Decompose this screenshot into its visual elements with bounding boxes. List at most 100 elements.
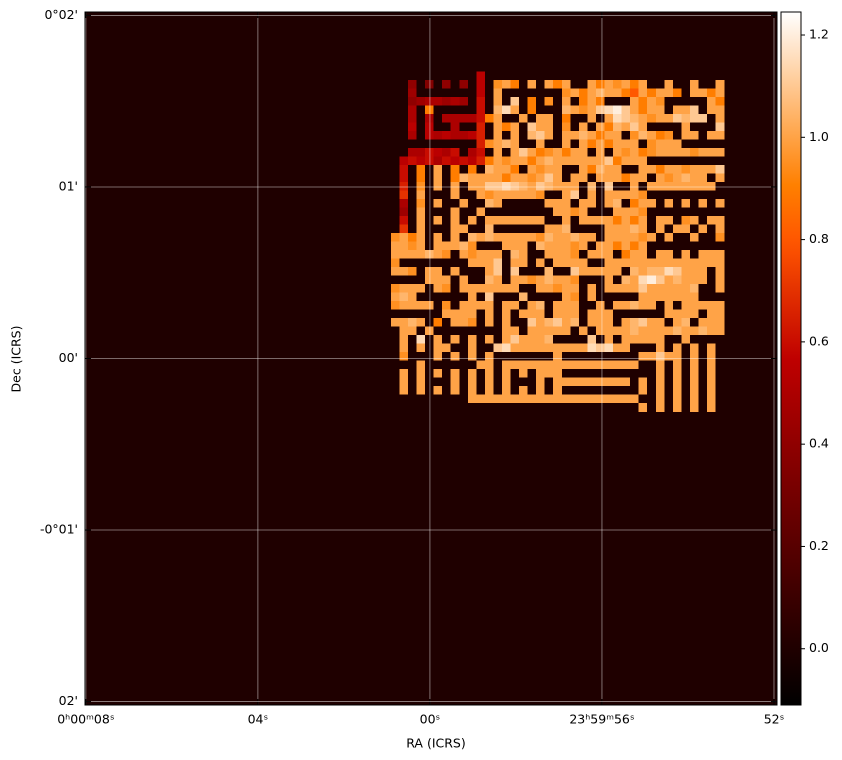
pixel <box>578 386 588 395</box>
pixel <box>587 377 597 387</box>
pixel <box>638 156 648 166</box>
pixel <box>416 326 426 336</box>
pixel <box>595 258 605 268</box>
pixel <box>390 207 400 217</box>
pixel <box>604 403 614 412</box>
pixel <box>561 369 571 378</box>
pixel <box>647 326 657 336</box>
pixel <box>408 148 417 157</box>
pixel <box>519 88 529 98</box>
pixel <box>638 284 648 293</box>
pixel <box>442 114 452 123</box>
pixel <box>681 267 691 276</box>
pixel <box>595 165 605 174</box>
pixel <box>621 148 631 157</box>
pixel <box>536 156 546 166</box>
pixel <box>638 139 648 149</box>
pixel <box>399 241 409 251</box>
pixel <box>715 122 725 132</box>
pixel <box>544 216 554 225</box>
pixel <box>638 122 648 132</box>
pixel <box>621 173 631 183</box>
pixel <box>467 80 477 89</box>
pixel <box>604 369 614 378</box>
pixel <box>519 165 529 174</box>
pixel <box>416 318 426 327</box>
pixel <box>408 139 417 149</box>
pixel <box>399 352 409 361</box>
pixel <box>501 122 511 132</box>
pixel <box>621 216 631 225</box>
pixel <box>416 386 426 395</box>
pixel <box>570 258 580 268</box>
pixel <box>408 105 417 115</box>
pixel <box>399 335 409 344</box>
pixel <box>630 326 640 336</box>
pixel <box>570 114 580 123</box>
pixel <box>604 318 614 327</box>
pixel <box>672 386 682 395</box>
pixel <box>647 233 657 242</box>
pixel <box>707 335 716 344</box>
pixel <box>587 224 597 234</box>
pixel <box>399 105 409 115</box>
pixel <box>484 156 494 166</box>
pixel <box>484 258 494 268</box>
pixel <box>561 292 571 302</box>
pixel <box>681 292 691 302</box>
pixel <box>689 301 699 310</box>
pixel <box>715 258 725 268</box>
pixel <box>493 258 503 268</box>
pixel <box>604 173 614 183</box>
pixel <box>630 377 640 387</box>
pixel <box>638 369 648 378</box>
pixel <box>613 131 622 140</box>
pixel <box>664 360 674 370</box>
pixel <box>672 343 682 353</box>
pixel <box>561 394 571 404</box>
pixel <box>476 207 486 217</box>
pixel <box>613 352 622 361</box>
pixel <box>621 369 631 378</box>
pixel <box>527 182 537 191</box>
pixel <box>476 301 486 310</box>
pixel <box>476 190 486 200</box>
pixel <box>604 309 614 319</box>
pixel <box>613 394 622 404</box>
pixel <box>484 360 494 370</box>
pixel <box>587 190 597 200</box>
pixel <box>527 80 537 89</box>
pixel <box>484 216 494 225</box>
pixel <box>501 105 511 115</box>
pixel <box>416 275 426 285</box>
pixel <box>527 105 537 115</box>
pixel <box>527 275 537 285</box>
pixel <box>476 369 486 378</box>
pixel <box>647 386 657 395</box>
pixel <box>638 71 648 81</box>
pixel <box>621 80 631 89</box>
pixel <box>493 335 503 344</box>
pixel <box>433 343 443 353</box>
pixel <box>450 403 460 412</box>
pixel <box>467 97 477 106</box>
pixel <box>604 267 614 276</box>
pixel <box>527 131 537 140</box>
pixel <box>408 309 417 319</box>
pixel <box>493 224 503 234</box>
pixel <box>672 71 682 81</box>
pixel <box>501 309 511 319</box>
pixel <box>689 173 699 183</box>
pixel <box>681 326 691 336</box>
pixel <box>527 71 537 81</box>
pixel <box>553 258 563 268</box>
pixel <box>519 258 529 268</box>
pixel <box>604 301 614 310</box>
pixel <box>570 284 580 293</box>
pixel <box>416 352 426 361</box>
pixel <box>408 131 417 140</box>
pixel <box>689 139 699 149</box>
pixel <box>536 207 546 217</box>
pixel <box>493 105 503 115</box>
pixel <box>527 258 537 268</box>
